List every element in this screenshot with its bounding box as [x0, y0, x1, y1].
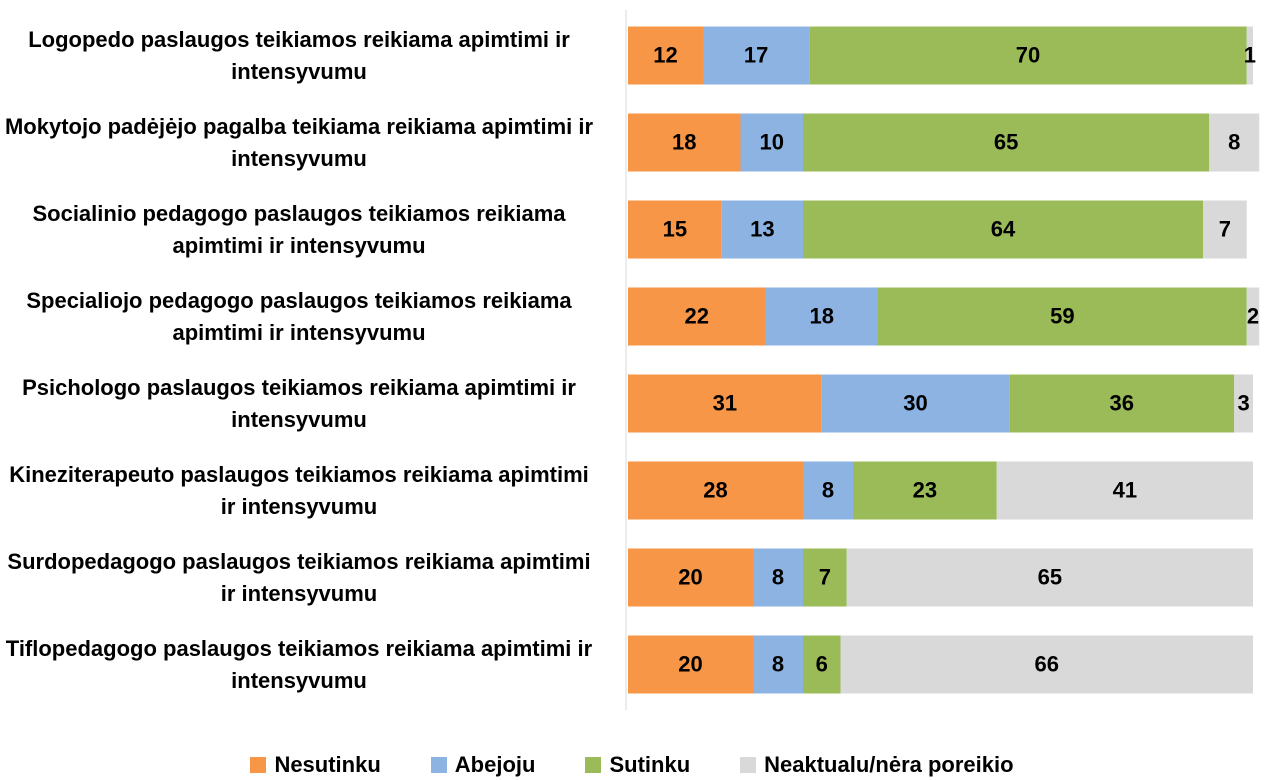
data-label: 8 [772, 651, 784, 676]
data-label: 8 [822, 477, 834, 502]
bar-segment [628, 26, 703, 85]
data-label: 36 [1110, 390, 1134, 415]
category-text: Surdopedagogo paslaugos teikiamos reikia… [7, 548, 591, 606]
data-label: 20 [678, 651, 702, 676]
bar-segment [628, 374, 822, 433]
data-label: 7 [819, 564, 831, 589]
data-label: 65 [1038, 564, 1062, 589]
data-label: 66 [1035, 651, 1059, 676]
bar-segment [628, 635, 753, 694]
legend: Nesutinku Abejoju Sutinku Neaktualu/nėra po… [0, 752, 1264, 778]
bar-segment [628, 461, 803, 520]
legend-label: Nesutinku [274, 752, 381, 777]
data-label: 15 [663, 216, 687, 241]
bar-segment [753, 548, 803, 607]
bar-segment [803, 200, 1203, 259]
data-label: 6 [816, 651, 828, 676]
legend-swatch [740, 757, 757, 773]
data-label: 3 [1238, 390, 1250, 415]
data-label: 18 [672, 129, 696, 154]
category-text: Kineziterapeuto paslaugos teikiamos reik… [9, 461, 589, 519]
data-label: 70 [1016, 42, 1040, 67]
data-label: 12 [653, 42, 677, 67]
bar-segment [803, 548, 847, 607]
category-label: Surdopedagogo paslaugos teikiamos reikia… [0, 534, 598, 621]
legend-label: Neaktualu/nėra poreikio [764, 752, 1014, 777]
legend-swatch [250, 757, 267, 773]
data-label: 2 [1247, 303, 1259, 328]
category-label: Specialiojo pedagogo paslaugos teikiamos… [0, 273, 598, 360]
bar-segment [703, 26, 810, 85]
data-label: 65 [994, 129, 1018, 154]
data-label: 1 [1244, 42, 1256, 67]
data-label: 8 [772, 564, 784, 589]
data-label: 8 [1228, 129, 1240, 154]
category-label: Mokytojo padėjėjo pagalba teikiama reiki… [0, 99, 598, 186]
bar-segment [753, 635, 803, 694]
bar-segment [628, 113, 741, 172]
legend-swatch [585, 757, 602, 773]
bar-segment [803, 461, 853, 520]
bar-segment [1234, 374, 1253, 433]
data-label: 7 [1219, 216, 1231, 241]
category-text: Logopedo paslaugos teikiamos reikiama ap… [28, 26, 570, 84]
bar-segment [628, 548, 753, 607]
data-label: 10 [760, 129, 784, 154]
bar-segment [1203, 200, 1247, 259]
bar-segment [628, 287, 766, 346]
category-label: Tiflopedagogo paslaugos teikiamos reikia… [0, 621, 598, 708]
category-text: Psichologo paslaugos teikiamos reikiama … [22, 374, 576, 432]
bar-segment [740, 113, 803, 172]
bar-segment [853, 461, 997, 520]
bar-segment [1209, 113, 1260, 172]
legend-label: Sutinku [609, 752, 691, 777]
legend-swatch [430, 757, 447, 773]
category-label: Logopedo paslaugos teikiamos reikiama ap… [0, 12, 598, 99]
data-label: 23 [913, 477, 937, 502]
category-label: Socialinio pedagogo paslaugos teikiamos … [0, 186, 598, 273]
data-label: 59 [1050, 303, 1074, 328]
bar-segment [803, 113, 1210, 172]
data-label: 17 [744, 42, 768, 67]
category-text: Specialiojo pedagogo paslaugos teikiamos… [26, 287, 572, 345]
category-text: Mokytojo padėjėjo pagalba teikiama reiki… [4, 113, 594, 171]
bar-segment [1246, 287, 1260, 346]
data-label: 31 [713, 390, 737, 415]
bar-segment [846, 548, 1253, 607]
bar-segment [803, 635, 841, 694]
category-text: Socialinio pedagogo paslaugos teikiamos … [32, 200, 566, 258]
bar-segment [809, 26, 1247, 85]
category-label: Psichologo paslaugos teikiamos reikiama … [0, 360, 598, 447]
bar-segment [840, 635, 1253, 694]
data-label: 28 [703, 477, 727, 502]
data-label: 13 [750, 216, 774, 241]
legend-item: Neaktualu/nėra poreikio [740, 752, 1014, 778]
bar-segment [765, 287, 878, 346]
bar-segment [628, 200, 722, 259]
bar-segment [1009, 374, 1235, 433]
legend-label: Abejoju [454, 752, 536, 777]
data-label: 18 [810, 303, 834, 328]
data-label: 41 [1113, 477, 1137, 502]
data-label: 64 [991, 216, 1016, 241]
bar-segment [878, 287, 1247, 346]
bar-segment [996, 461, 1253, 520]
bar-segment [721, 200, 803, 259]
data-label: 22 [685, 303, 709, 328]
legend-item: Abejoju [430, 752, 536, 778]
legend-item: Sutinku [585, 752, 690, 778]
category-text: Tiflopedagogo paslaugos teikiamos reikia… [5, 635, 593, 693]
bar-segment [821, 374, 1010, 433]
data-label: 20 [678, 564, 702, 589]
legend-item: Nesutinku [250, 752, 381, 778]
bar-segment [1246, 26, 1253, 85]
category-label: Kineziterapeuto paslaugos teikiamos reik… [0, 447, 598, 534]
data-label: 30 [903, 390, 927, 415]
